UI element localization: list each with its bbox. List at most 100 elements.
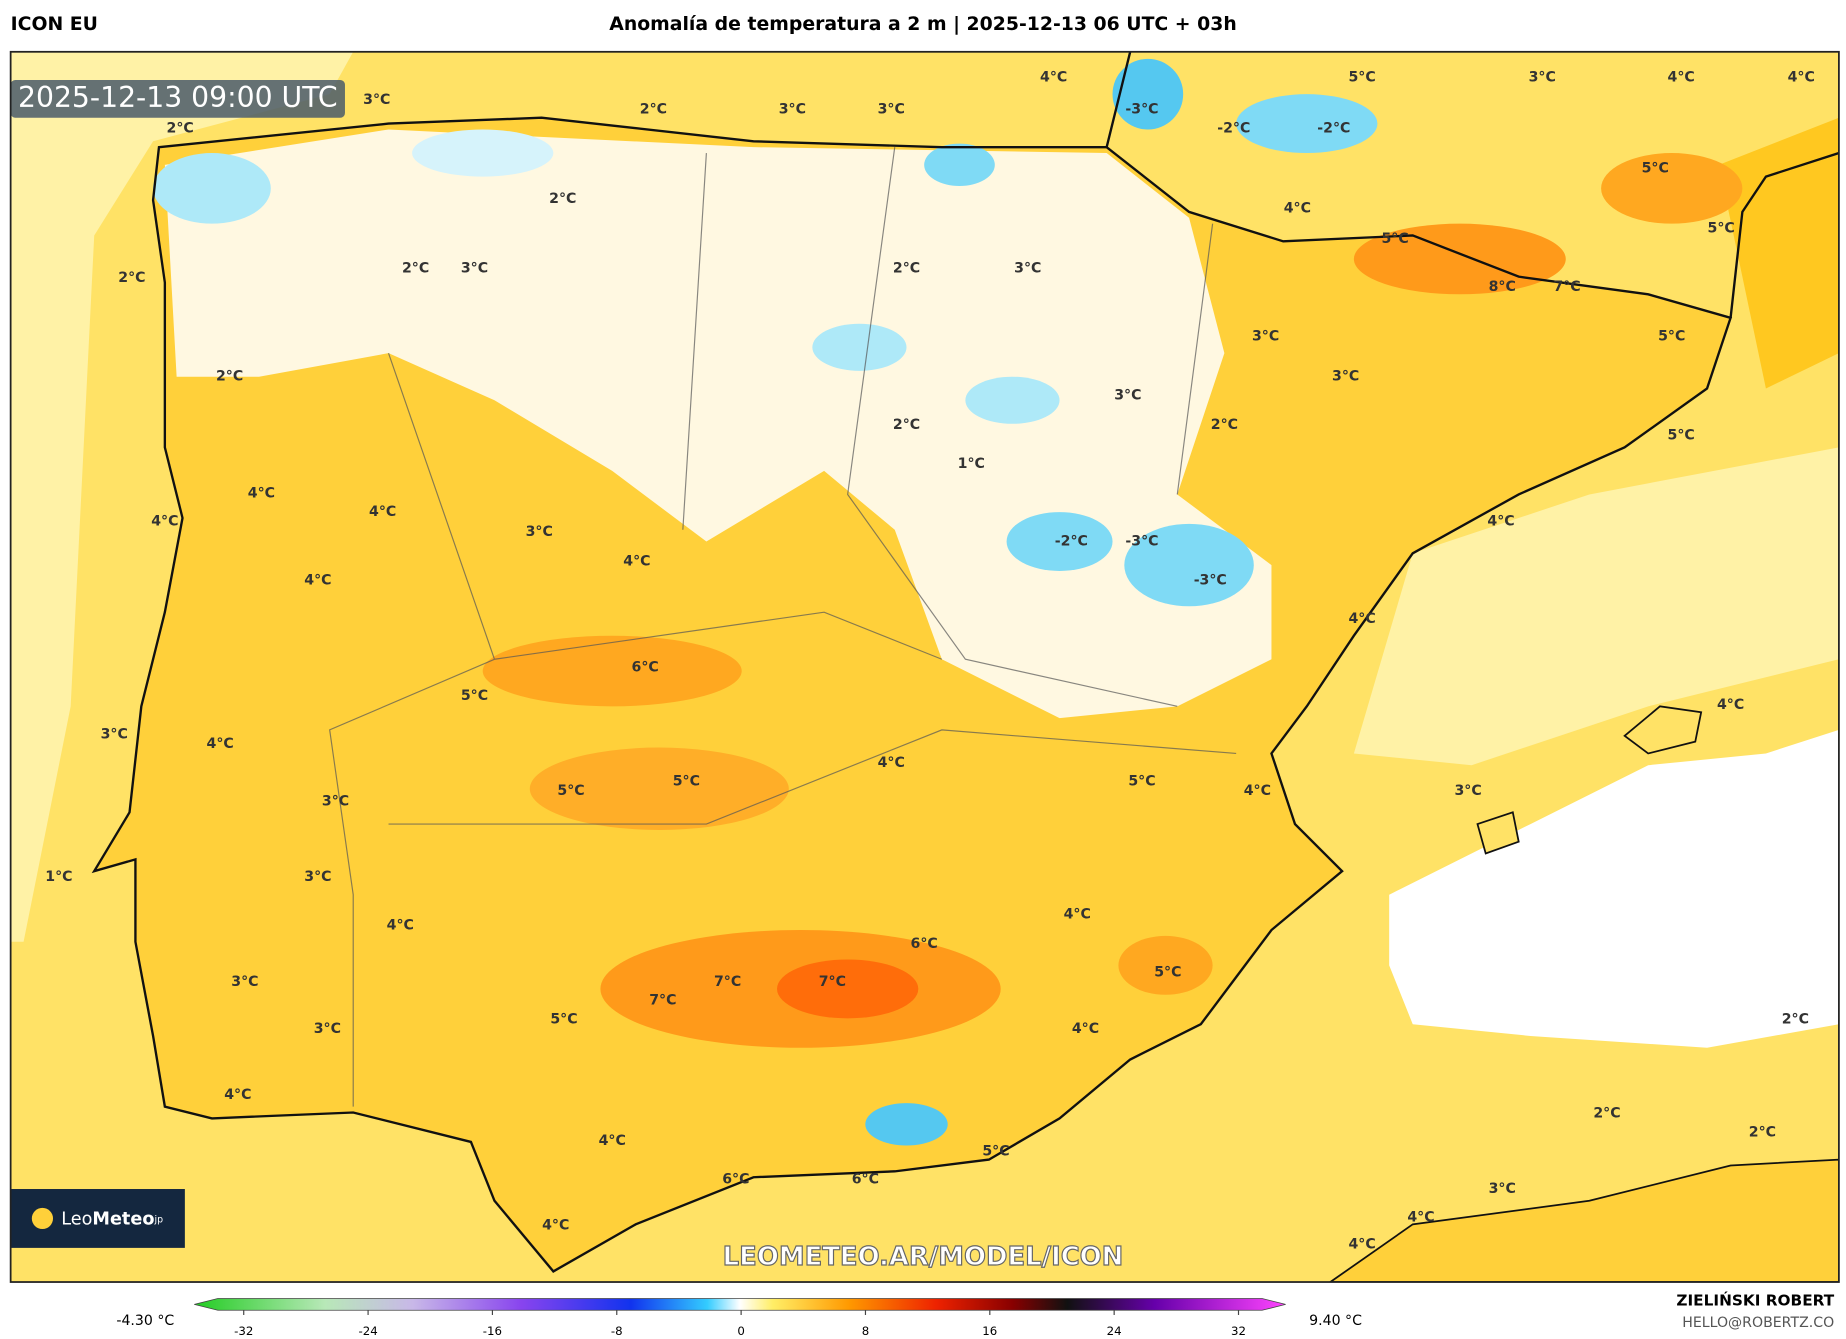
logo-sun xyxy=(31,1207,54,1230)
cold-blob xyxy=(1236,94,1378,154)
white-area xyxy=(1389,729,1839,1048)
map-label: 4°C xyxy=(1668,70,1695,86)
map-label: 4°C xyxy=(224,1087,251,1103)
logo-prefix: Leo xyxy=(61,1210,92,1230)
colorbar-tick-label: -8 xyxy=(611,1324,623,1338)
map-label: 4°C xyxy=(1348,1236,1375,1252)
map-label: 2°C xyxy=(167,120,194,136)
timestamp-box xyxy=(10,80,345,118)
map-label: 5°C xyxy=(1348,70,1375,86)
watermark: LEOMETEO.AR/MODEL/ICON xyxy=(723,1242,1124,1272)
map-label: 3°C xyxy=(526,524,553,540)
map-label: 2°C xyxy=(1211,417,1238,433)
map-label: 3°C xyxy=(878,101,905,117)
map-label: 2°C xyxy=(1749,1125,1776,1141)
author: ZIELIŃSKI ROBERT xyxy=(1676,1290,1834,1309)
islands xyxy=(1476,705,1703,855)
map-label: 4°C xyxy=(1040,70,1067,86)
map-label: 4°C xyxy=(369,504,396,520)
map-labels: 3°C 2°C 3°C 3°C 4°C -3°C -2°C -2°C 5°C 3°C 4°C 4°C 2… xyxy=(45,70,1815,1253)
africa-coast xyxy=(1328,1158,1839,1283)
map-label: 3°C xyxy=(363,92,390,108)
map-label: 4°C xyxy=(1284,200,1311,216)
map-label: 4°C xyxy=(542,1218,569,1234)
map-label: 1°C xyxy=(45,869,72,885)
logo-main: Meteo xyxy=(92,1210,154,1230)
colorbar-tick-label: -32 xyxy=(234,1324,253,1338)
colorbar-tick-label: 24 xyxy=(1107,1324,1122,1338)
map-label: 3°C xyxy=(314,1021,341,1037)
map-label: 3°C xyxy=(231,974,258,990)
map-label: 7°C xyxy=(819,974,846,990)
coastline xyxy=(1105,51,1839,318)
map-label: 3°C xyxy=(101,727,128,743)
map-label: 3°C xyxy=(779,101,806,117)
cold-blob xyxy=(153,153,271,224)
map-label: 4°C xyxy=(599,1133,626,1149)
map-label: -3°C xyxy=(1125,101,1158,117)
colorbar-tick-label: -16 xyxy=(483,1324,502,1338)
warm-blob xyxy=(1353,223,1566,295)
map-label: 3°C xyxy=(1529,70,1556,86)
map-label: 5°C xyxy=(1642,160,1669,176)
map-label: 3°C xyxy=(1014,260,1041,276)
map-frame xyxy=(9,50,1840,1283)
map-label: 5°C xyxy=(1668,428,1695,444)
land xyxy=(94,117,1731,1272)
map-label: -2°C xyxy=(1055,534,1088,550)
map-label: 3°C xyxy=(461,260,488,276)
cold-blob xyxy=(865,1103,948,1146)
map-label: -3°C xyxy=(1125,534,1158,550)
map-label: 8°C xyxy=(1489,279,1516,295)
light-area xyxy=(10,51,354,942)
cold-blob xyxy=(965,376,1060,424)
map-label: -2°C xyxy=(1317,120,1350,136)
map-label: 4°C xyxy=(1064,907,1091,923)
colorbar-min: -4.30 °C xyxy=(116,1313,174,1329)
cold-blob xyxy=(924,143,995,187)
france-warm xyxy=(1718,117,1839,389)
email: HELLO@ROBERTZ.CO xyxy=(1682,1315,1834,1331)
map-label: 4°C xyxy=(207,736,234,752)
colorbar-ticks: -32 -24 -16 -8 0 8 16 24 32 xyxy=(234,1310,1246,1338)
map-label: 4°C xyxy=(623,554,650,570)
coastline xyxy=(91,116,1733,1273)
map-label: 4°C xyxy=(151,514,178,530)
borders xyxy=(329,147,1237,1107)
map-label: 6°C xyxy=(852,1172,879,1188)
map-label: 4°C xyxy=(878,755,905,771)
map-label: 2°C xyxy=(549,191,576,207)
map-label: 5°C xyxy=(1658,329,1685,345)
warm-blob xyxy=(1118,935,1213,995)
model-name: ICON EU xyxy=(11,14,98,35)
colorbar-tick-label: 16 xyxy=(982,1324,997,1338)
light-area xyxy=(1353,447,1839,766)
map-label: 5°C xyxy=(673,774,700,790)
map-label: 4°C xyxy=(1407,1209,1434,1225)
map-label: 6°C xyxy=(632,659,659,675)
map-label: 3°C xyxy=(1332,369,1359,385)
cold-blob xyxy=(412,129,554,177)
map-label: 5°C xyxy=(550,1011,577,1027)
timestamp: 2025-12-13 09:00 UTC xyxy=(18,81,338,114)
cold-area xyxy=(164,129,1272,719)
map-label: 3°C xyxy=(322,794,349,810)
map-label: 2°C xyxy=(1593,1106,1620,1122)
map-label: 3°C xyxy=(304,869,331,885)
map-label: 1°C xyxy=(958,456,985,472)
cold-blob xyxy=(812,323,907,371)
map-label: -2°C xyxy=(1217,120,1250,136)
map-label: 4°C xyxy=(1244,783,1271,799)
map-label: 2°C xyxy=(640,101,667,117)
warm-blob xyxy=(482,635,742,707)
title: Anomalía de temperatura a 2 m | 2025-12-… xyxy=(609,14,1237,35)
map-label: 4°C xyxy=(1788,70,1815,86)
map-label: 5°C xyxy=(1128,774,1155,790)
colorbar-tick-label: 0 xyxy=(737,1324,745,1338)
map-label: 5°C xyxy=(557,783,584,799)
map-label: 3°C xyxy=(1489,1181,1516,1197)
map-label: 4°C xyxy=(248,485,275,501)
map-label: 5°C xyxy=(461,688,488,704)
map-label: 7°C xyxy=(1553,279,1580,295)
